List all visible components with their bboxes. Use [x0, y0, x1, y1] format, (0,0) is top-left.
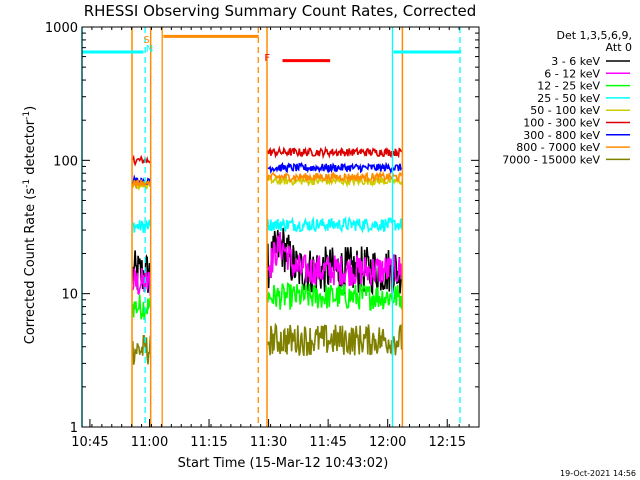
- legend-label-50-100-kev: 50 - 100 keV: [530, 104, 600, 117]
- legend-header-line-2: Att 0: [606, 41, 632, 54]
- chart-title: RHESSI Observing Summary Count Rates, Co…: [84, 2, 477, 20]
- flag-marker-f: F: [264, 53, 270, 64]
- y-axis-label: Corrected Count Rate (s-1 detector-1): [22, 106, 38, 344]
- series-line-6-12-kev-segment-2: [267, 232, 403, 287]
- x-tick-label: 12:00: [369, 435, 406, 450]
- x-ticks: 10:45 11:00 11:15 11:30 11:45 12:00 12:15: [71, 27, 480, 450]
- legend-label-3-6-kev: 3 - 6 keV: [551, 55, 600, 68]
- flag-marker-n: N: [146, 44, 153, 55]
- date-stamp: 19-Oct-2021 14:56: [560, 469, 636, 478]
- series-line-7000-15000-kev-segment-2: [267, 322, 403, 357]
- series-line-100-300-kev-segment-2: [267, 145, 403, 160]
- series-line-800-7000-kev-segment-1: [132, 179, 151, 190]
- y-tick-label: 100: [53, 154, 78, 169]
- series-line-25-50-kev-segment-1: [132, 219, 152, 233]
- y-tick-label: 10: [61, 288, 78, 303]
- legend-label-12-25-kev: 12 - 25 keV: [537, 80, 600, 93]
- series-layer: [132, 145, 403, 365]
- x-tick-label: 11:15: [190, 435, 227, 450]
- x-tick-label: 11:45: [309, 435, 346, 450]
- legend-label-25-50-kev: 25 - 50 keV: [537, 92, 600, 105]
- legend-label-100-300-kev: 100 - 300 keV: [523, 117, 600, 130]
- series-line-50-100-kev-segment-2: [267, 174, 403, 189]
- series-line-300-800-kev-segment-2: [267, 161, 403, 175]
- y-tick-label: 1000: [45, 21, 78, 36]
- series-line-12-25-kev-segment-1: [132, 294, 152, 320]
- series-line-6-12-kev-segment-1: [132, 266, 152, 296]
- series-line-12-25-kev-segment-2: [267, 282, 403, 311]
- x-tick-label: 10:45: [71, 435, 108, 450]
- x-tick-label: 11:30: [250, 435, 287, 450]
- x-tick-label: 12:15: [429, 435, 466, 450]
- series-line-7000-15000-kev-segment-1: [132, 334, 152, 365]
- legend-label-6-12-kev: 6 - 12 keV: [544, 67, 600, 80]
- legend-header-line-1: Det 1,3,5,6,9,: [556, 29, 632, 42]
- series-line-800-7000-kev-segment-2: [267, 170, 403, 184]
- x-tick-label: 11:00: [131, 435, 168, 450]
- y-tick-label: 1: [70, 421, 78, 436]
- y-ticks: 1 10 100 1000: [45, 21, 479, 436]
- x-axis-label: Start Time (15-Mar-12 10:43:02): [178, 456, 389, 471]
- flag-marker-s: S: [143, 35, 149, 46]
- legend-label-7000-15000-kev: 7000 - 15000 keV: [502, 153, 600, 166]
- legend-label-800-7000-kev: 800 - 7000 keV: [516, 141, 600, 154]
- series-line-100-300-kev-segment-1: [132, 154, 151, 167]
- legend-label-300-800-kev: 300 - 800 keV: [523, 129, 600, 142]
- series-line-25-50-kev-segment-2: [267, 215, 403, 234]
